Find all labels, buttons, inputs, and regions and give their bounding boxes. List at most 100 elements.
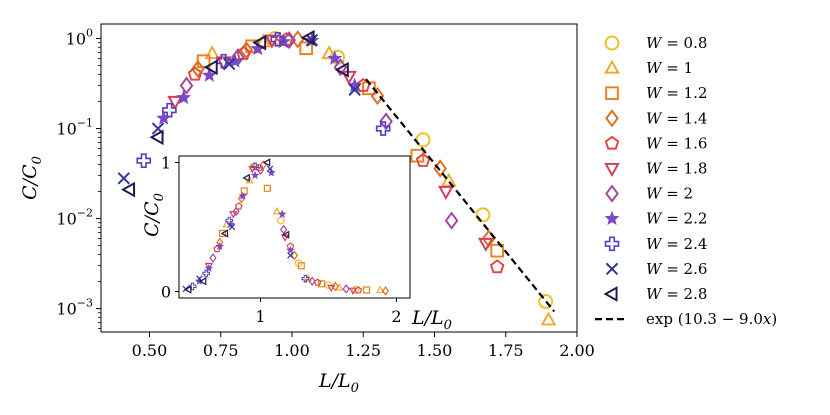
y-tick-label: 10−2 xyxy=(56,207,93,229)
legend-marker xyxy=(605,262,619,276)
inset-series-w-2.6 xyxy=(182,165,294,293)
main-point xyxy=(167,95,183,110)
main-point xyxy=(162,102,177,118)
legend-marker xyxy=(604,162,620,177)
main-point xyxy=(252,34,267,51)
legend-item: W = 2.2 xyxy=(604,210,707,228)
legend-fit-label: exp (10.3 − 9.0x) xyxy=(646,310,777,328)
x-axis-label: L/L0 xyxy=(318,370,359,396)
inset-plot-background xyxy=(179,156,410,298)
inset-point xyxy=(286,245,295,254)
main-point xyxy=(204,45,220,60)
inset-axes: 1 2 0 1 L/L0 C/C0 xyxy=(141,153,452,333)
main-point xyxy=(203,59,218,76)
inset-series-w-2 xyxy=(209,165,350,294)
inset-x-tick-label: 2 xyxy=(391,307,401,326)
main-series-w-2.8 xyxy=(121,29,349,198)
main-point xyxy=(305,33,319,47)
legend-label: W = 2.8 xyxy=(646,285,707,303)
legend-item-fit: exp (10.3 − 9.0x) xyxy=(595,310,777,328)
x-tick-label: 0.75 xyxy=(203,341,239,360)
main-axes: 0.50 0.75 1.00 1.25 1.50 1.75 2.00 100 10−1 10−2 1… xyxy=(19,27,595,396)
x-tick-label: 1.00 xyxy=(274,341,310,360)
inset-point xyxy=(228,223,236,231)
y-tick-label: 10−1 xyxy=(56,117,93,139)
inset-x-tick-label: 1 xyxy=(255,307,265,326)
inset-point xyxy=(250,170,260,180)
inset-point xyxy=(308,276,316,287)
inset-point xyxy=(342,284,350,294)
main-point xyxy=(179,76,194,95)
legend-item: W = 1.6 xyxy=(604,134,707,152)
main-point xyxy=(270,31,286,47)
inset-x-axis-label: L/L0 xyxy=(411,307,452,333)
main-point xyxy=(334,61,349,78)
main-point xyxy=(370,86,385,106)
y-axis-label: C/C0 xyxy=(19,156,45,200)
inset-point xyxy=(301,274,310,283)
main-point xyxy=(201,67,217,82)
main-point xyxy=(540,311,557,326)
legend-marker xyxy=(604,236,620,252)
inset-series-w-1.2 xyxy=(218,184,371,294)
main-point xyxy=(490,243,505,258)
main-series-w-1 xyxy=(204,33,557,326)
inset-point xyxy=(218,229,227,238)
inset-point xyxy=(225,216,234,225)
inset-point xyxy=(242,173,250,183)
x-tick-label: 0.50 xyxy=(132,341,168,360)
inset-point xyxy=(318,280,326,288)
inset-point xyxy=(362,286,371,294)
main-plot-frame xyxy=(100,23,578,333)
main-point xyxy=(223,57,236,71)
main-point xyxy=(187,66,203,81)
inset-point xyxy=(204,263,214,273)
inset-point xyxy=(215,241,225,251)
inset-point xyxy=(240,187,248,195)
main-series-w-2.6 xyxy=(117,33,361,185)
main-series-w-2.4 xyxy=(136,31,391,168)
inset-point xyxy=(375,285,385,294)
inset-point xyxy=(348,287,358,296)
legend-marker xyxy=(605,109,619,128)
main-point xyxy=(538,294,554,309)
legend-item: W = 1 xyxy=(604,59,693,77)
legend-label: W = 1.8 xyxy=(646,160,707,178)
inset-y-tick-label: 1 xyxy=(161,153,171,172)
inset-point xyxy=(251,162,259,171)
inset-point xyxy=(281,230,290,239)
main-point xyxy=(475,207,491,223)
inset-point xyxy=(287,252,294,259)
legend-label: W = 1.4 xyxy=(646,109,707,127)
main-point xyxy=(438,185,454,200)
inset-point xyxy=(209,253,217,263)
main-point xyxy=(149,129,164,146)
inset-point xyxy=(198,277,207,286)
main-point xyxy=(191,59,205,78)
inset-point xyxy=(202,269,210,278)
y-tick-label: 100 xyxy=(66,27,93,49)
inset-point xyxy=(232,206,240,217)
inset-plot-marks xyxy=(182,158,390,296)
inset-point xyxy=(234,202,243,210)
inset-point xyxy=(327,284,336,293)
main-point xyxy=(299,41,314,56)
inset-point xyxy=(351,285,360,294)
inset-y-axis-label: C/C0 xyxy=(141,193,167,237)
legend: W = 0.8 W = 1 W = 1.2 W = 1.4 W = 1.6 W = 1.8… xyxy=(595,34,777,328)
legend-label: W = 2 xyxy=(646,185,693,203)
main-point xyxy=(156,110,172,125)
inset-point xyxy=(290,250,299,261)
legend-item: W = 2.4 xyxy=(604,235,707,253)
inset-point xyxy=(297,262,305,270)
inset-point xyxy=(267,168,276,177)
x-tick-label: 1.25 xyxy=(345,341,381,360)
legend-marker xyxy=(605,86,619,101)
inset-point xyxy=(183,285,192,294)
main-point xyxy=(341,70,357,85)
inset-point xyxy=(263,184,271,192)
legend-label: W = 1.2 xyxy=(646,84,707,102)
legend-label: W = 0.8 xyxy=(646,34,707,52)
x-tick-label: 1.50 xyxy=(417,341,453,360)
